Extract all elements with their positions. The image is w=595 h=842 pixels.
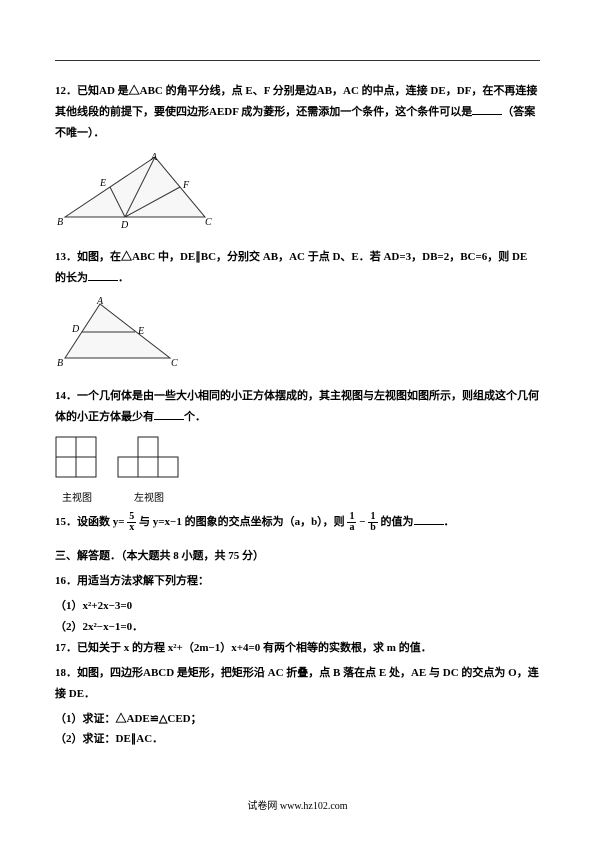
left-view-block: 左视图 [117,436,181,504]
left-view-label: 左视图 [117,489,181,504]
svg-text:E: E [99,178,106,189]
q14: 14．一个几何体是由一些大小相同的小正方体摆成的，其主视图与左视图如图所示，则组… [55,386,540,428]
q15-minus: − [359,516,365,528]
q16: 16．用适当方法求解下列方程： [55,571,540,592]
q16-b: （2）2x²−x−1=0． [55,617,540,638]
q15-suffix: 的值为 [381,516,414,528]
q13: 13．如图，在△ABC 中，DE∥BC，分别交 AB，AC 于点 D、E．若 A… [55,247,540,289]
main-view-svg [55,436,99,480]
q14-blank [154,409,184,420]
svg-text:C: C [205,217,212,228]
q15-frac2a: 1 a [347,512,356,533]
q15-blank [414,514,444,525]
footer: 试卷网 www.hz102.com [0,797,595,812]
q13-tail: ． [118,272,129,284]
q14-text: 14．一个几何体是由一些大小相同的小正方体摆成的，其主视图与左视图如图所示，则组… [55,390,539,423]
left-view-svg [117,436,181,480]
q12-figure: A B C D E F [55,152,540,237]
svg-text:D: D [120,220,129,231]
main-view-label: 主视图 [55,489,99,504]
q16-a: （1）x²+2x−3=0 [55,596,540,617]
q15-frac2b: 1 b [368,512,378,533]
q13-blank [88,270,118,281]
q14-views: 主视图 左视图 [55,436,540,504]
svg-text:A: A [96,296,104,307]
svg-text:F: F [182,180,190,191]
q12-text: 12．已知AD 是△ABC 的角平分线，点 E、F 分别是边AB，AC 的中点，… [55,85,537,118]
q12-blank [472,104,502,115]
q18-a: （1）求证：△ADE≌△CED； [55,709,540,730]
q18: 18．如图，四边形ABCD 是矩形，把矩形沿 AC 折叠，点 B 落在点 E 处… [55,663,540,705]
svg-text:B: B [57,217,63,228]
q15: 15．设函数 y= 5 x 与 y=x−1 的图象的交点坐标为（a，b），则 1… [55,512,540,533]
top-divider [55,60,540,61]
q15-tail: ． [444,516,455,528]
q14-tail: 个． [184,411,206,423]
svg-text:C: C [171,358,178,369]
svg-text:B: B [57,358,63,369]
q13-svg: A B C D E [55,296,185,371]
q13-figure: A B C D E [55,296,540,376]
q15-frac1: 5 x [127,512,136,533]
q12: 12．已知AD 是△ABC 的角平分线，点 E、F 分别是边AB，AC 的中点，… [55,81,540,144]
q12-svg: A B C D E F [55,152,215,232]
svg-text:A: A [150,152,158,163]
q15-mid: 与 y=x−1 的图象的交点坐标为（a，b），则 [139,516,345,528]
main-view-block: 主视图 [55,436,99,504]
q17: 17．已知关于 x 的方程 x²+（2m−1）x+4=0 有两个相等的实数根，求… [55,638,540,659]
section3: 三、解答题．（本大题共 8 小题，共 75 分） [55,547,540,563]
q18-b: （2）求证：DE∥AC． [55,729,540,750]
svg-text:E: E [137,326,144,337]
svg-text:D: D [71,324,80,335]
q15-prefix: 15．设函数 y= [55,516,125,528]
